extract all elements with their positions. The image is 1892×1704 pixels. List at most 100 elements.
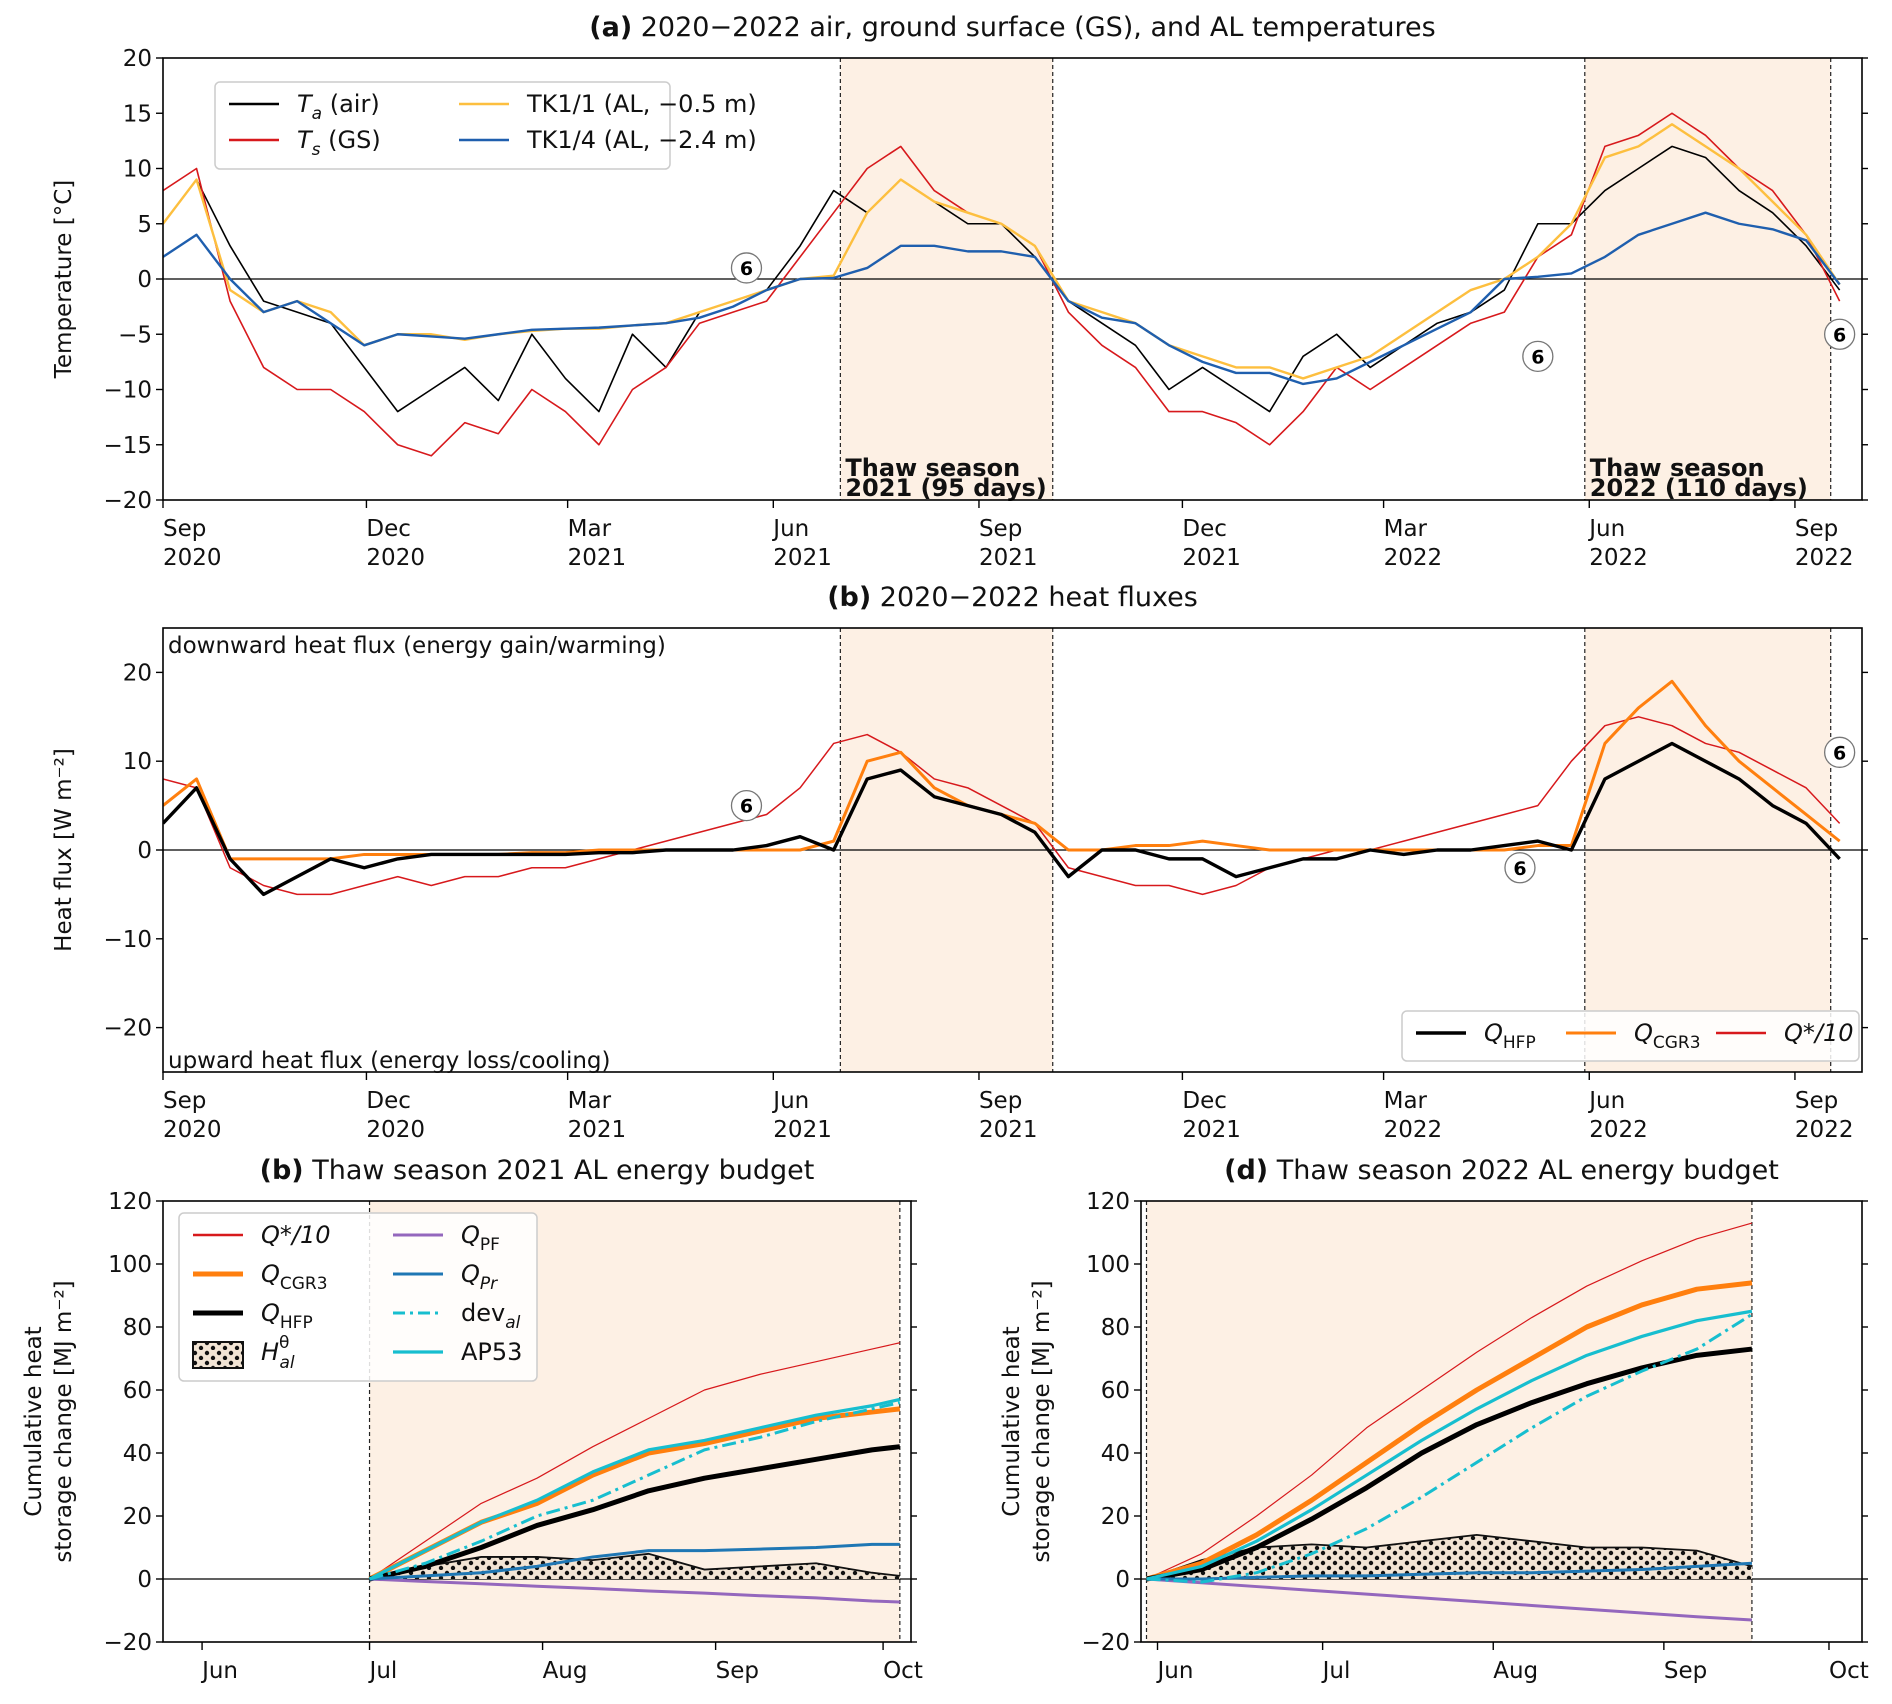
label-sub: Pr: [480, 1274, 498, 1294]
x-tick-label: Jun: [1587, 516, 1625, 542]
x-tick-label: 2021: [979, 545, 1038, 571]
x-tick-label: 2022: [1384, 545, 1443, 571]
x-tick-label: 2022: [1795, 1117, 1854, 1143]
y-tick-label: 80: [123, 1315, 152, 1341]
label-main: Q: [1484, 1019, 1503, 1047]
title-text: Thaw season 2021 AL energy budget: [304, 1155, 815, 1186]
title-text: 2020−2022 heat fluxes: [871, 582, 1198, 613]
panel-b: −20 −10 0 10 20 Sep 2020 Dec 2020 Mar 2021 Jun 2021 S…: [51, 582, 1868, 1143]
label-sub: HFP: [280, 1313, 313, 1333]
legend-label: QCGR3: [1634, 1019, 1701, 1053]
panel-c: −20 0 20 40 60 80 100 120 Jun Jul Aug Sep Oct (b) Tha…: [21, 1155, 923, 1684]
legend-box: [178, 1212, 538, 1382]
x-tick-label: 2020: [163, 1117, 222, 1143]
thaw-season-label: 2021 (95 days): [845, 474, 1046, 502]
label-main: Q: [261, 1299, 280, 1327]
y-tick-label: −20: [103, 488, 152, 514]
series-qpf: [369, 1577, 900, 1604]
plot-area: [163, 628, 1862, 1072]
x-tick-label: Mar: [568, 1088, 612, 1114]
y-tick-label: −10: [103, 378, 152, 404]
y-tick-label: 0: [1115, 1567, 1130, 1593]
x-tick-label: Dec: [1182, 516, 1227, 542]
x-tick-label: Sep: [716, 1658, 759, 1684]
y-tick-label: 120: [1086, 1189, 1130, 1215]
y-tick-label: 20: [1101, 1504, 1130, 1530]
x-tick-label: Sep: [163, 516, 206, 542]
axes-frame: [1140, 1200, 1863, 1643]
legend-label: TK1/1 (AL, −0.5 m): [526, 90, 757, 118]
label-sub: CGR3: [280, 1274, 328, 1294]
legend-label: QCGR3: [261, 1260, 328, 1294]
series-dev-al: [1146, 1313, 1753, 1584]
label-main: T: [297, 90, 314, 118]
x-tick-label: 2021: [773, 1117, 832, 1143]
y-tick-label: −20: [1081, 1630, 1130, 1656]
x-tick-label: Aug: [1493, 1658, 1538, 1684]
series-q-10: [1146, 1222, 1753, 1580]
label-sub: s: [312, 140, 321, 160]
legend-label: Q*/10: [1784, 1019, 1854, 1047]
series-qhfp: [368, 1444, 901, 1582]
y-tick-label: 0: [137, 267, 152, 293]
x-tick-label: Sep: [1664, 1658, 1707, 1684]
plot-area: [163, 58, 1862, 500]
chart-title: (d) Thaw season 2022 AL energy budget: [1224, 1155, 1779, 1186]
label-main: TK1/4 (AL, −2.4 m): [526, 126, 757, 154]
x-tick-label: Sep: [1795, 1088, 1838, 1114]
y-axis-label: Heat flux [W m⁻²]: [51, 748, 77, 952]
plot-area: [1141, 1201, 1862, 1642]
thaw-season-label: Thaw season: [1590, 454, 1765, 482]
series-qpr: [1146, 1561, 1753, 1581]
annotation-circle: [1823, 736, 1856, 768]
label-main: Q*/10: [1784, 1019, 1854, 1047]
y-tick-label: 0: [137, 1567, 152, 1593]
series-ap53: [368, 1397, 901, 1581]
x-tick-label: 2020: [163, 545, 222, 571]
title-tag: (a): [589, 12, 632, 43]
x-tick-label: Aug: [543, 1658, 588, 1684]
x-tick-label: Dec: [366, 1088, 411, 1114]
x-tick-label: 2021: [568, 545, 627, 571]
y-tick-label: −15: [103, 433, 152, 459]
x-tick-label: Sep: [979, 1088, 1022, 1114]
x-tick-label: Mar: [1384, 516, 1428, 542]
y-tick-label: 100: [108, 1252, 152, 1278]
annotation-circle: [1823, 318, 1856, 350]
annotation-label: 6: [740, 258, 753, 280]
series-tk1-4-al-2-4-m-: [163, 211, 1841, 386]
label-sub: al: [505, 1313, 520, 1333]
legend-box: [214, 81, 671, 170]
series-qcgr3: [1145, 1280, 1753, 1582]
x-tick-label: 2020: [366, 545, 425, 571]
x-tick-label: Oct: [883, 1658, 923, 1684]
x-tick-label: 2021: [1182, 545, 1241, 571]
x-tick-label: Sep: [1795, 516, 1838, 542]
chart-title: (b) Thaw season 2021 AL energy budget: [260, 1155, 815, 1186]
legend-label: Hθ al: [261, 1333, 295, 1373]
legend-label: Ta (air): [297, 90, 380, 124]
legend-box: [1401, 1010, 1860, 1062]
label-sub: a: [312, 104, 322, 124]
x-tick-label: Sep: [979, 516, 1022, 542]
annotation-circle: [1504, 852, 1536, 884]
chart-title: (b) 2020−2022 heat fluxes: [827, 582, 1198, 613]
x-tick-label: Jun: [1156, 1658, 1194, 1684]
area-H-al-theta: [369, 1553, 900, 1579]
annotation-label: 6: [1833, 324, 1846, 346]
legend-a: Ta (air)Ts (GS)TK1/1 (AL, −0.5 m)TK1/4 (…: [214, 81, 757, 170]
x-tick-label: Jun: [771, 1088, 809, 1114]
x-tick-label: Jul: [368, 1658, 398, 1684]
x-tick-label: Dec: [1182, 1088, 1227, 1114]
series-qpr: [369, 1542, 900, 1581]
title-text: 2020−2022 air, ground surface (GS), and …: [632, 12, 1436, 43]
series-q-10: [369, 1342, 900, 1580]
annotation-label: 6: [740, 796, 753, 818]
legend-label: QHFP: [1484, 1019, 1536, 1053]
label-main: Q: [461, 1260, 480, 1288]
label-main: TK1/1 (AL, −0.5 m): [526, 90, 757, 118]
legend-label: deval: [461, 1299, 521, 1333]
